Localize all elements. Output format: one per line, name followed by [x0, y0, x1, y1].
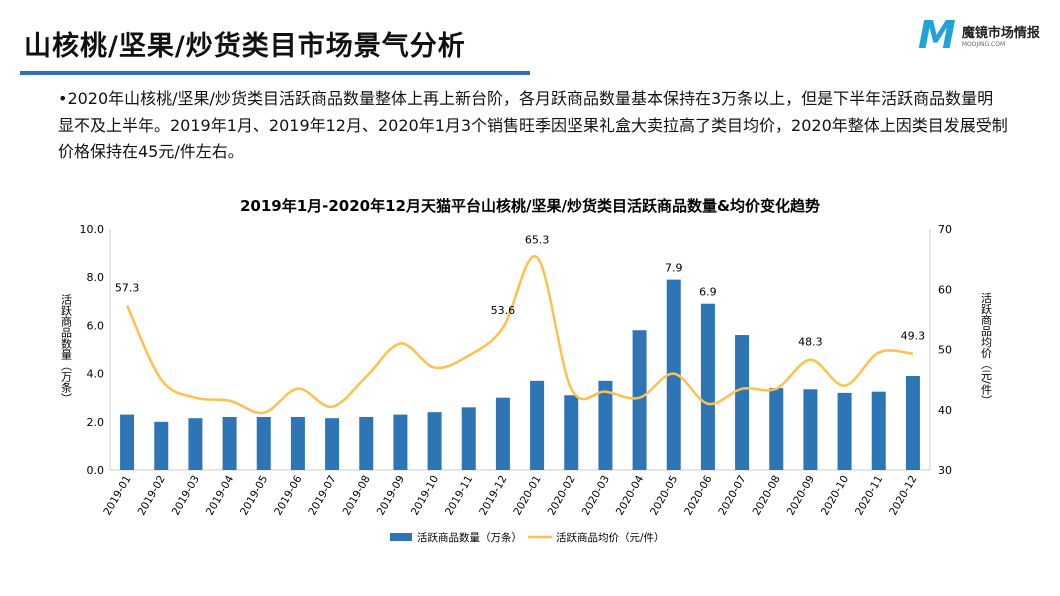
- legend-bar-swatch: [390, 533, 412, 541]
- x-tick-label: 2020-11: [853, 474, 885, 518]
- bar: [837, 392, 852, 470]
- bar: [905, 376, 920, 470]
- bar: [632, 330, 647, 470]
- bar: [495, 397, 510, 470]
- bar: [700, 303, 715, 470]
- x-tick-label: 2019-12: [477, 474, 509, 518]
- bar: [564, 395, 579, 470]
- bar: [530, 380, 545, 470]
- chart-title: 2019年1月-2020年12月天猫平台山核桃/坚果/炒货类目活跃商品数量&均价…: [240, 197, 820, 215]
- logo-text: 魔镜市场情报: [961, 26, 1040, 41]
- x-tick-label: 2020-10: [819, 474, 851, 518]
- x-tick-label: 2020-05: [648, 474, 680, 518]
- y-tick-label: 8.0: [87, 271, 105, 284]
- x-tick-label: 2019-05: [238, 474, 270, 518]
- bar-data-label: 6.9: [699, 286, 717, 299]
- y2-tick-label: 60: [938, 283, 952, 296]
- bar-data-label: 7.9: [665, 262, 683, 275]
- bar: [256, 416, 271, 470]
- y-tick-label: 6.0: [87, 319, 105, 332]
- bar: [871, 391, 886, 470]
- logo-sub: MOOJING.COM: [961, 41, 1006, 48]
- price-line: [125, 255, 914, 415]
- x-tick-label: 2019-07: [306, 474, 338, 518]
- bar: [598, 380, 613, 470]
- y2-tick-label: 30: [938, 464, 952, 477]
- x-tick-label: 2020-02: [546, 474, 578, 518]
- x-tick-label: 2020-09: [785, 474, 817, 518]
- title-underline: [20, 71, 530, 75]
- legend-bar-label: 活跃商品数量（万条）: [417, 531, 522, 544]
- y2-tick-label: 40: [938, 404, 952, 417]
- x-tick-label: 2020-06: [682, 473, 714, 517]
- bar: [803, 389, 818, 470]
- y-tick-label: 10.0: [80, 223, 105, 236]
- line-data-label: 65.3: [525, 233, 550, 246]
- x-tick-label: 2020-07: [716, 474, 748, 518]
- x-tick-label: 2020-03: [580, 474, 612, 518]
- x-tick-label: 2020-08: [751, 474, 783, 518]
- x-tick-label: 2019-06: [272, 473, 304, 517]
- line-data-label: 53.6: [491, 304, 516, 317]
- y-tick-label: 0.0: [87, 464, 105, 477]
- x-tick-label: 2019-10: [409, 474, 441, 518]
- x-tick-label: 2019-11: [443, 474, 475, 518]
- x-tick-label: 2019-01: [101, 474, 133, 518]
- bar: [359, 416, 374, 470]
- bar: [154, 421, 169, 470]
- summary-text: •2020年山核桃/坚果/炒货类目活跃商品数量整体上再上新台阶，各月跃商品数量基…: [58, 89, 1008, 161]
- y2-tick-label: 50: [938, 344, 952, 357]
- page-title: 山核桃/坚果/炒货类目市场景气分析: [24, 31, 466, 62]
- bar: [393, 414, 408, 470]
- bar: [188, 418, 203, 470]
- y2-tick-label: 70: [938, 223, 952, 236]
- line-data-label: 49.3: [901, 330, 926, 343]
- logo: M 魔镜市场情报 MOOJING.COM: [918, 16, 1040, 54]
- x-tick-label: 2019-04: [204, 473, 236, 517]
- bar: [769, 388, 784, 470]
- y-axis-label: 活跃商品数量（万条）: [60, 294, 73, 404]
- x-tick-label: 2020-01: [511, 474, 543, 518]
- bar: [735, 335, 750, 470]
- y-tick-label: 2.0: [87, 416, 105, 429]
- bar: [120, 414, 135, 470]
- bar: [222, 416, 237, 470]
- line-data-label: 48.3: [798, 336, 823, 349]
- line-data-label: 57.3: [115, 282, 140, 295]
- bar: [290, 416, 305, 470]
- x-tick-label: 2019-03: [170, 474, 202, 518]
- x-tick-label: 2019-09: [375, 474, 407, 518]
- x-tick-label: 2019-02: [136, 474, 168, 518]
- bar: [427, 412, 442, 470]
- y-tick-label: 4.0: [87, 368, 105, 381]
- y2-axis-label: 活跃商品均价（元/件）: [980, 292, 993, 406]
- x-tick-label: 2019-08: [341, 474, 373, 518]
- bar: [325, 418, 340, 470]
- x-tick-label: 2020-12: [887, 474, 919, 518]
- x-tick-label: 2020-04: [614, 473, 646, 517]
- bar: [461, 407, 476, 470]
- legend-line-label: 活跃商品均价（元/件）: [556, 531, 665, 544]
- logo-mark: M: [918, 13, 956, 57]
